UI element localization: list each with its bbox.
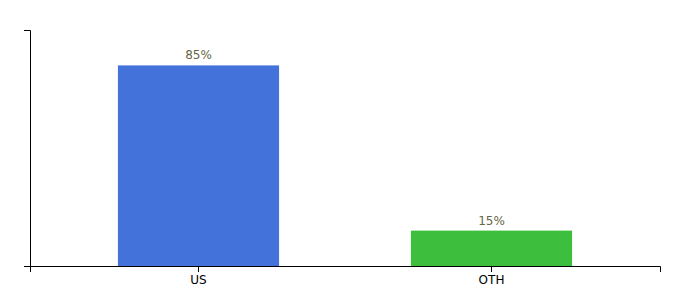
x-axis-line: [31, 267, 661, 273]
x-tick-mark: [198, 266, 199, 272]
data-label: 85%: [185, 48, 212, 62]
x-axis: US OTH: [31, 266, 661, 287]
data-label: 15%: [478, 214, 505, 228]
chart-svg: US OTH 85% 15%: [0, 0, 680, 300]
y-axis: [24, 31, 31, 267]
plot-area: US OTH 85% 15%: [24, 31, 661, 287]
chart-container: US OTH 85% 15%: [0, 0, 680, 300]
y-axis-line: [24, 31, 31, 267]
x-tick-label: US: [190, 273, 206, 287]
bar: [118, 65, 279, 266]
bar: [411, 231, 572, 266]
x-tick-mark: [491, 266, 492, 272]
bars: [118, 65, 572, 266]
x-tick: US: [190, 266, 206, 287]
data-labels: 85% 15%: [185, 48, 505, 227]
x-tick-label: OTH: [479, 273, 505, 287]
x-tick: OTH: [479, 266, 505, 287]
